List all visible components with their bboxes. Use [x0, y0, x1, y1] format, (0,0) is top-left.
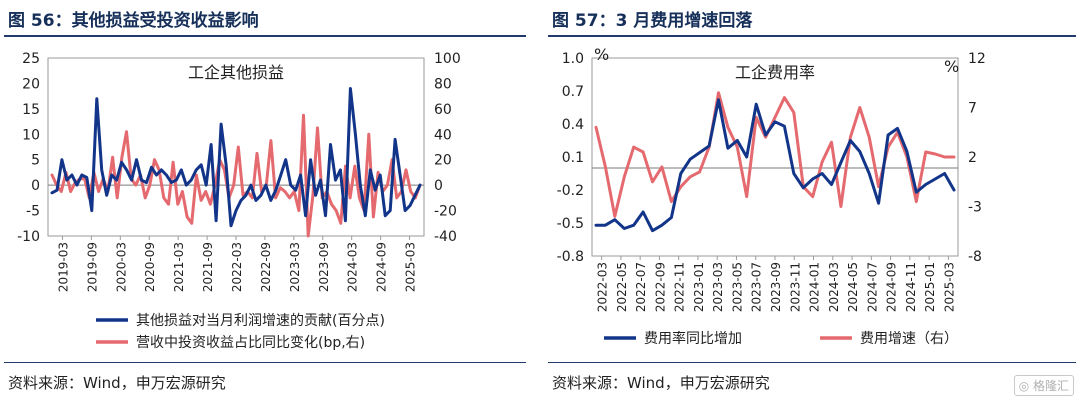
source-rule — [548, 362, 1076, 363]
y-tick-left: -0.5 — [557, 216, 584, 232]
y-tick-left: 20 — [22, 76, 40, 92]
series-line-right — [594, 91, 956, 218]
x-tick-label: 2023-07 — [750, 262, 764, 312]
y-tick-left: 0.1 — [562, 150, 584, 166]
source-note: 资料来源：Wind，申万宏源研究 — [552, 374, 770, 392]
x-tick-label: 2023-09 — [769, 262, 783, 312]
x-tick-label: 2024-03 — [827, 262, 841, 312]
y-tick-right: 80 — [434, 76, 452, 92]
y-tick-right: 100 — [434, 51, 461, 67]
x-tick-label: 2024-05 — [846, 262, 860, 312]
expense-rate-chart: 1.0 0.7 0.4 0.1 -0.2 -0.5 -0.8 12 7 2 -3 -8%% 工企费用率 2… — [557, 45, 986, 347]
y-tick-left: 0.7 — [562, 84, 584, 100]
x-tick-label: 2025-03 — [942, 262, 956, 312]
x-tick-label: 2022-09 — [653, 262, 667, 312]
y-tick-right: 60 — [434, 102, 452, 118]
chart-title: 工企费用率 — [735, 63, 815, 82]
source-rule — [4, 362, 526, 363]
x-tick-label: 2019-03 — [56, 242, 70, 292]
legend-label: 费用率同比增加 — [644, 330, 742, 347]
y-tick-left: 1.0 — [562, 51, 584, 67]
x-tick-label: 2024-09 — [885, 262, 899, 312]
legend-label: 其他损益对当月利润增速的贡献(百分点) — [136, 313, 385, 329]
y-tick-left: -0.2 — [557, 183, 584, 199]
y-tick-right: 7 — [968, 101, 977, 117]
series-line-left — [594, 98, 956, 233]
series-line-left — [50, 87, 422, 228]
y-tick-left: 10 — [22, 127, 40, 143]
x-tick-label: 2023-03 — [711, 262, 725, 312]
y-tick-left: -0.8 — [557, 249, 584, 265]
x-tick-label: 2022-05 — [615, 262, 629, 312]
title-rule — [548, 35, 1076, 37]
x-tick-label: 2023-09 — [317, 242, 331, 292]
x-tick-label: 2019-09 — [85, 242, 99, 292]
figure-56-title: 图 56：其他损益受投资收益影响 — [8, 11, 259, 31]
y-tick-left: -5 — [26, 204, 40, 220]
series-line-right — [50, 113, 422, 238]
right-figure-panel: 图 57：3 月费用增速回落 1.0 0.7 0.4 0.1 -0.2 -0.5 -0.8 1… — [544, 0, 1080, 402]
x-tick-label: 2023-01 — [692, 262, 706, 312]
y-tick-right: -3 — [968, 200, 982, 216]
x-tick-label: 2024-01 — [808, 262, 822, 312]
x-tick-label: 2023-03 — [288, 242, 302, 292]
left-axis-unit: % — [594, 45, 609, 64]
plot-frame — [591, 57, 959, 257]
x-tick-label: 2024-03 — [346, 242, 360, 292]
legend-label: 费用增速（右） — [860, 331, 958, 347]
x-tick-label: 2022-03 — [230, 242, 244, 292]
y-tick-left: 5 — [31, 153, 40, 169]
y-tick-right: 20 — [434, 153, 452, 169]
x-tick-label: 2025-01 — [923, 262, 937, 312]
x-tick-label: 2025-03 — [404, 242, 418, 292]
other-income-chart: 25 20 15 10 5 0 -5 -10 100 80 60 40 20 0 -20 -40 工企其他损益 2… — [17, 51, 461, 351]
x-tick-label: 2022-03 — [596, 262, 610, 312]
x-tick-label: 2023-11 — [788, 262, 802, 312]
figure-57-title: 图 57：3 月费用增速回落 — [552, 11, 753, 31]
x-tick-label: 2024-11 — [904, 262, 918, 312]
y-tick-right: 0 — [434, 178, 443, 194]
x-tick-label: 2021-03 — [172, 242, 186, 292]
y-tick-right: 40 — [434, 127, 452, 143]
right-axis-unit: % — [944, 57, 959, 76]
x-tick-label: 2022-07 — [634, 262, 648, 312]
chart-title: 工企其他损益 — [188, 63, 284, 82]
y-tick-right: 2 — [968, 150, 977, 166]
source-note: 资料来源：Wind，申万宏源研究 — [8, 374, 226, 392]
title-rule — [4, 35, 526, 37]
watermark-badge: ◎ 格隆汇 — [1013, 375, 1074, 396]
x-tick-label: 2021-09 — [201, 242, 215, 292]
y-tick-right: -40 — [434, 229, 457, 245]
y-tick-right: -20 — [434, 204, 457, 220]
x-tick-label: 2024-09 — [375, 242, 389, 292]
y-tick-left: 0.4 — [562, 117, 584, 133]
x-tick-label: 2022-11 — [673, 262, 687, 312]
y-tick-right: -8 — [968, 249, 982, 265]
x-tick-label: 2022-09 — [259, 242, 273, 292]
legend-label: 营收中投资收益占比同比变化(bp,右) — [136, 335, 365, 351]
y-tick-left: 15 — [22, 102, 40, 118]
y-tick-left: 0 — [31, 178, 40, 194]
x-tick-label: 2024-07 — [865, 262, 879, 312]
x-tick-label: 2023-05 — [730, 262, 744, 312]
y-tick-left: 25 — [22, 51, 40, 67]
left-figure-panel: 图 56：其他损益受投资收益影响 25 20 15 10 5 0 -5 -10 100 80 60 4… — [0, 0, 530, 402]
y-tick-right: 12 — [968, 51, 986, 67]
x-tick-label: 2020-03 — [114, 242, 128, 292]
y-tick-left: -10 — [17, 229, 40, 245]
x-tick-label: 2020-09 — [143, 242, 157, 292]
